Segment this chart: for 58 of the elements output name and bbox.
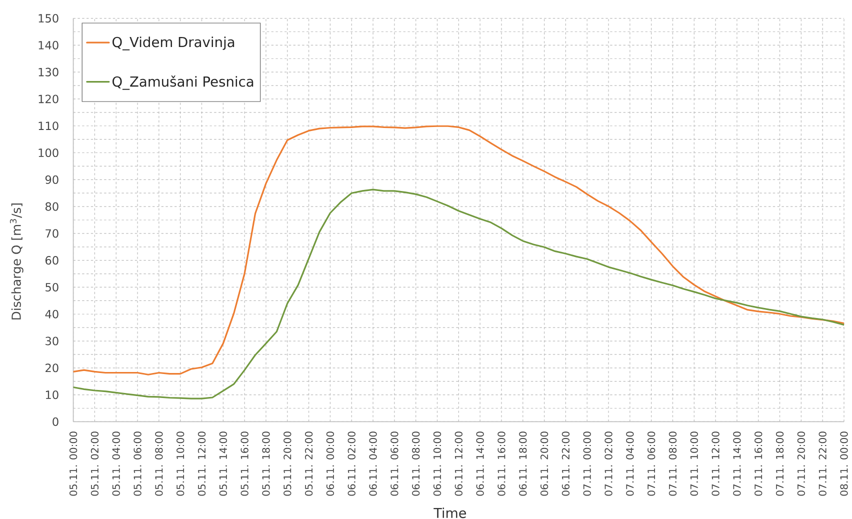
x-tick-label: 07.11. 14:00: [733, 432, 741, 496]
x-tick-label: 07.11. 08:00: [668, 432, 677, 496]
x-tick-label: 05.11. 10:00: [176, 432, 184, 496]
x-tick-label: 05.11. 08:00: [155, 432, 163, 496]
y-tick-label: 50: [46, 282, 58, 292]
x-tick-label: 07.11. 04:00: [626, 432, 634, 496]
y-tick-label: 20: [46, 364, 58, 372]
y-tick-label: 10: [46, 390, 58, 400]
y-tick-label: 30: [46, 336, 58, 346]
y-tick-label: 130: [38, 68, 58, 76]
y-tick-label: 40: [45, 310, 58, 318]
y-tick-label: 0: [52, 417, 58, 426]
y-tick-label: 70: [46, 229, 58, 238]
x-tick-label: 05.11. 18:00: [262, 432, 270, 496]
y-tick-label: 110: [38, 122, 58, 130]
x-tick-label: 06.11. 14:00: [476, 432, 484, 496]
x-tick-label: 06.11. 10:00: [433, 432, 442, 496]
x-tick-label: 07.11. 06:00: [648, 432, 656, 496]
x-tick-label: 07.11. 18:00: [776, 432, 784, 496]
x-tick-label: 07.11. 20:00: [797, 432, 805, 496]
line-series: [73, 188, 844, 400]
y-tick-label: 150: [38, 14, 58, 23]
x-tick-label: 05.11. 06:00: [134, 432, 142, 496]
x-tick-label: 05.11. 04:00: [112, 432, 120, 496]
y-tick-label: 80: [45, 202, 58, 211]
x-tick-label: 05.11. 14:00: [219, 432, 227, 496]
x-tick-label: 07.11. 10:00: [690, 432, 698, 496]
y-tick-label: 120: [38, 94, 58, 104]
x-tick-label: 07.11. 02:00: [604, 432, 612, 496]
y-tick-label: 60: [46, 256, 58, 265]
y-axis-title: Discharge Q [m$^{3}$/s]: [10, 204, 24, 320]
x-tick-label: 05.11. 16:00: [240, 432, 248, 496]
x-tick-label: 05.11. 02:00: [90, 432, 99, 496]
x-tick-label: 05.11. 00:00: [69, 432, 78, 496]
x-tick-label: 05.11. 20:00: [284, 432, 292, 496]
x-tick-label: 06.11. 18:00: [519, 432, 527, 496]
x-tick-label: 06.11. 00:00: [326, 432, 334, 496]
x-tick-label: 06.11. 20:00: [540, 432, 548, 496]
y-tick-label: 90: [45, 175, 58, 184]
x-tick-label: 06.11. 08:00: [412, 432, 420, 496]
x-tick-label: 05.11. 12:00: [198, 432, 206, 496]
x-tick-label: 06.11. 12:00: [454, 432, 462, 496]
x-tick-label: 08.11. 00:00: [840, 432, 848, 496]
x-axis-title: Time: [434, 508, 466, 518]
x-tick-label: 06.11. 22:00: [562, 432, 570, 496]
x-tick-label: 06.11. 16:00: [498, 432, 506, 496]
x-tick-label: 06.11. 04:00: [369, 432, 377, 496]
y-tick-label: 140: [38, 40, 58, 50]
legend-label: Q_Videm Dravinja: [112, 36, 234, 50]
x-tick-label: 07.11. 16:00: [754, 432, 762, 496]
x-tick-label: 06.11. 02:00: [348, 432, 356, 496]
x-tick-label: 06.11. 06:00: [390, 432, 398, 496]
x-tick-label: 07.11. 22:00: [818, 432, 826, 496]
y-tick-label: 100: [38, 148, 58, 158]
x-tick-label: 07.11. 00:00: [583, 432, 591, 496]
legend-label: Q_Zamušani Pesnica: [112, 76, 254, 90]
x-tick-label: 07.11. 12:00: [712, 432, 720, 496]
x-tick-label: 05.11. 22:00: [304, 432, 313, 496]
